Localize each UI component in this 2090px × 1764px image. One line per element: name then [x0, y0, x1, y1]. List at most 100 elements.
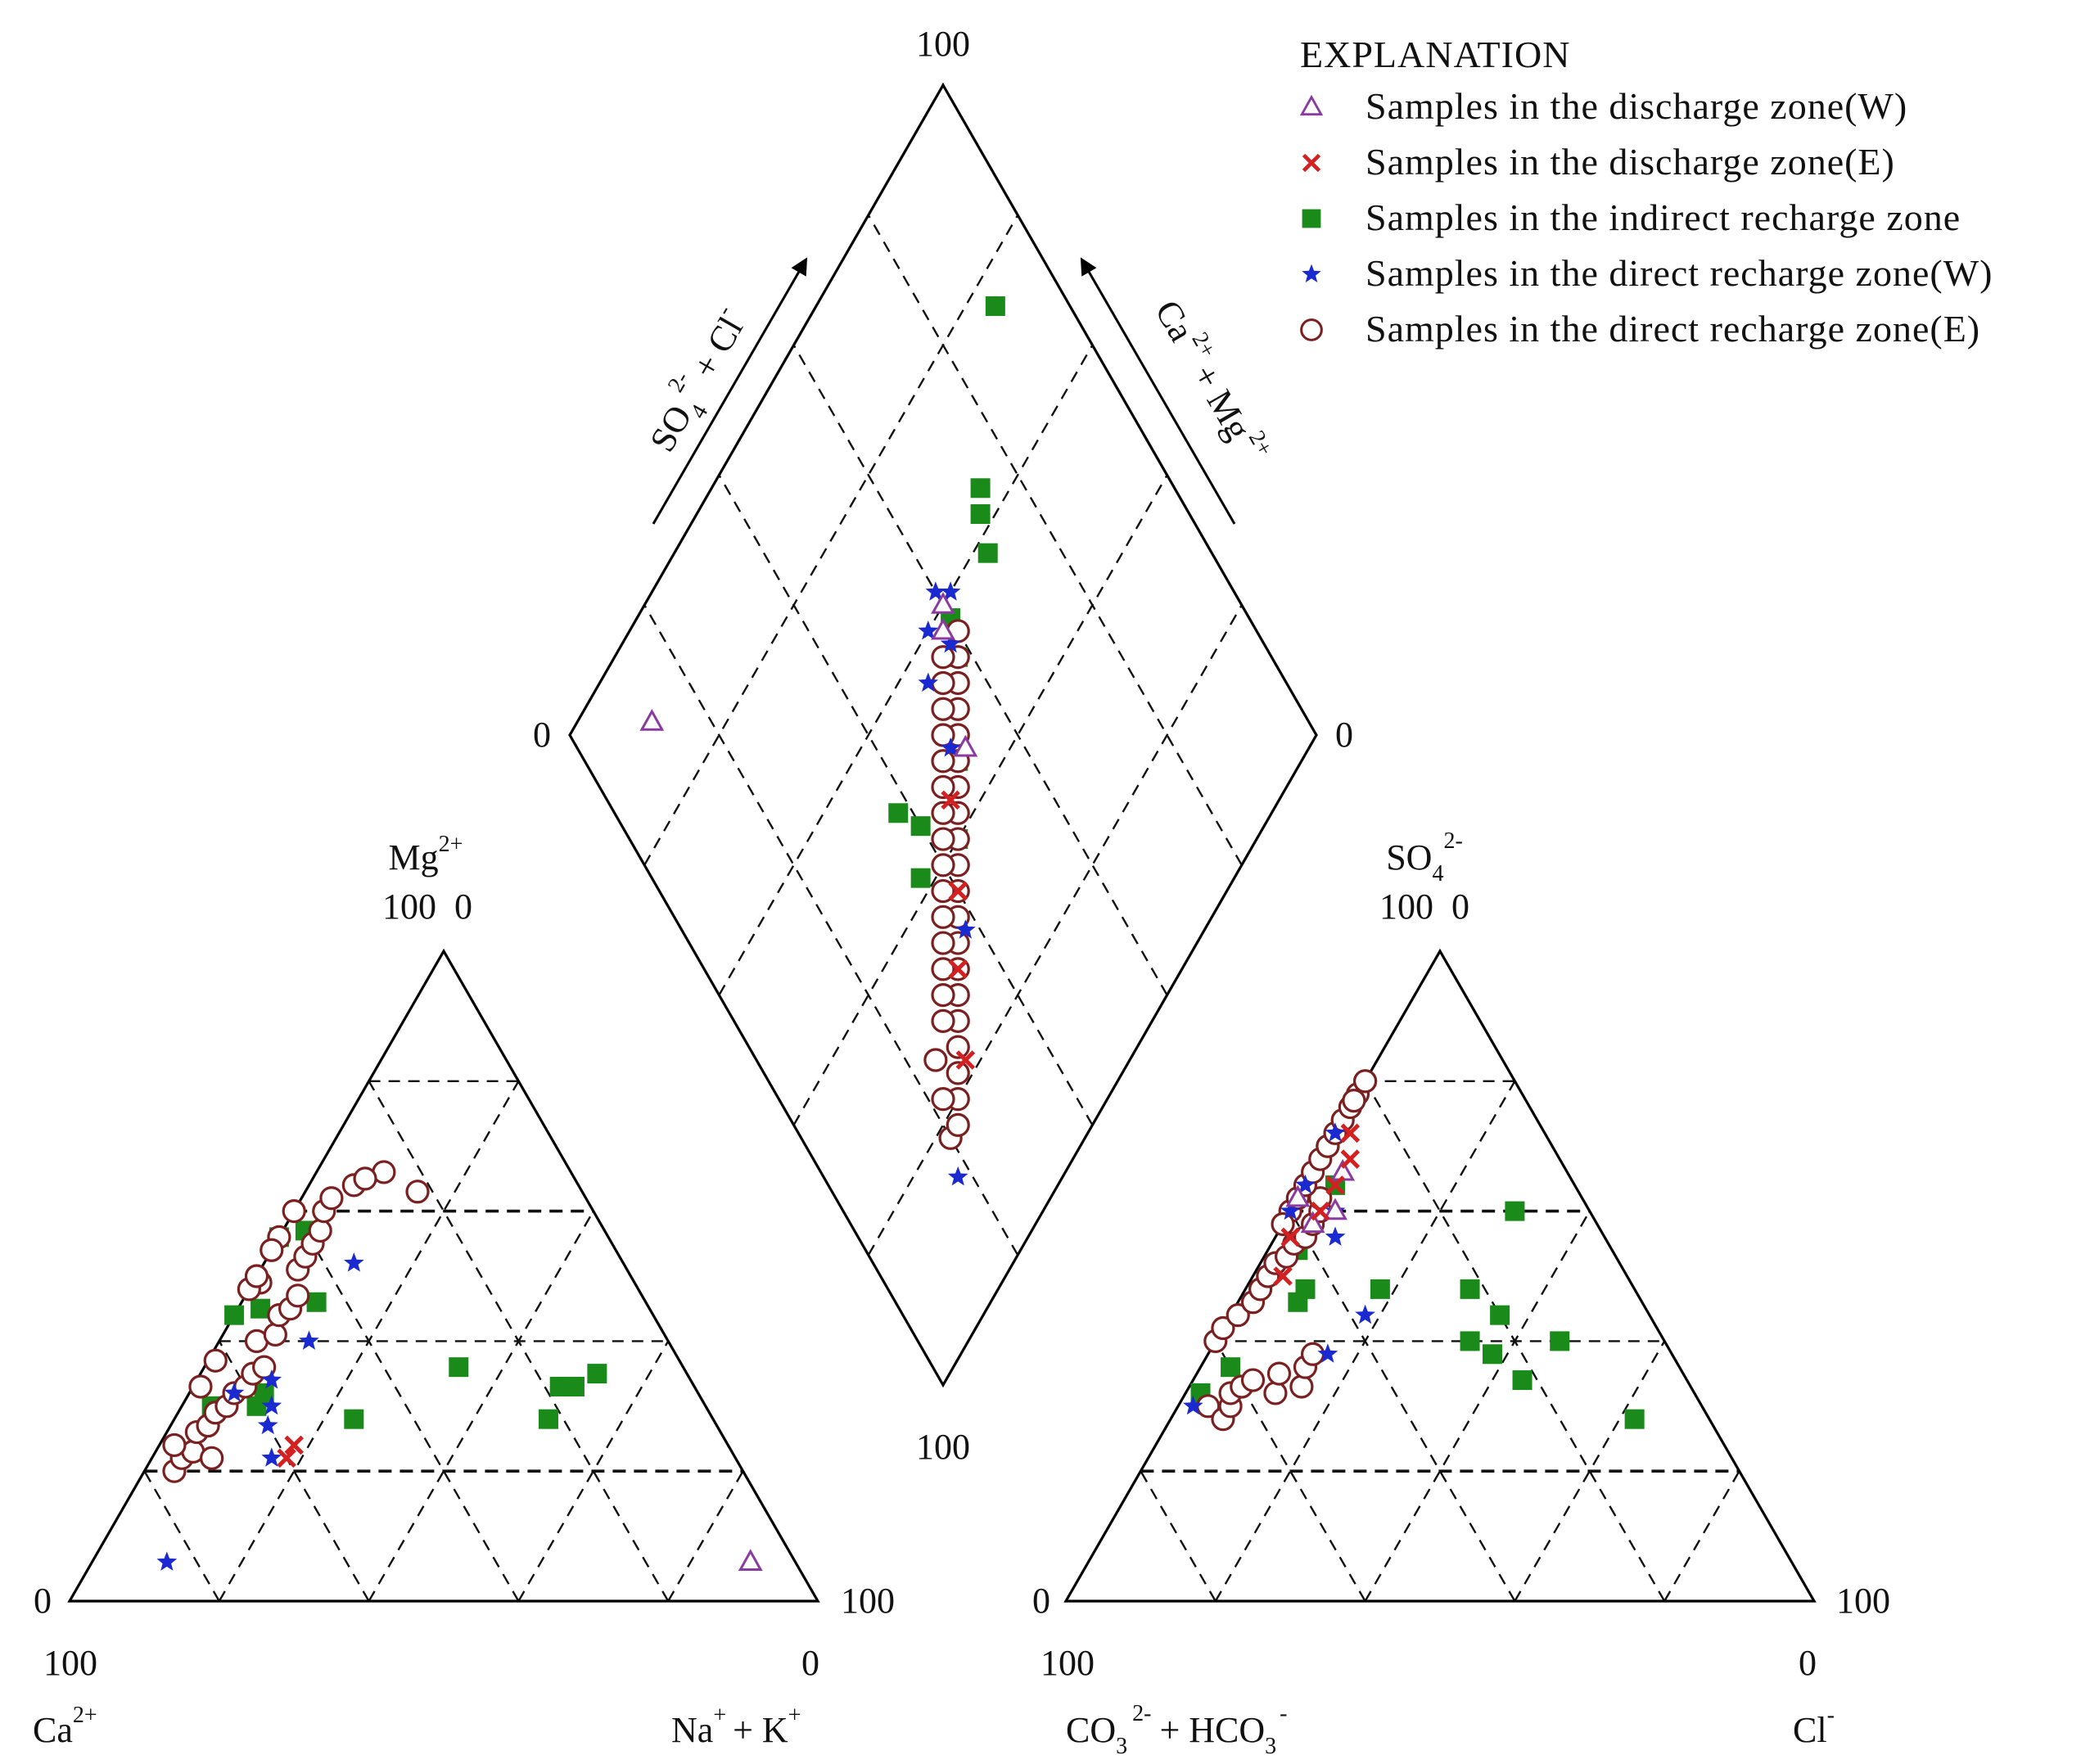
cation-apex-tick-left: 100 [382, 887, 436, 927]
diamond-point-indirect [977, 543, 998, 563]
cation-bl-below: 100 [43, 1643, 97, 1683]
legend-entry-direct_e: Samples in the direct recharge zone(E) [1300, 308, 1980, 350]
diamond-point-discharge_w [639, 709, 665, 731]
grid-line [867, 214, 1243, 866]
anion-point-direct_e [1271, 1211, 1295, 1237]
anion-point-direct_e [1266, 1361, 1292, 1386]
cation-point-indirect [538, 1409, 558, 1429]
diamond-point-direct_e [931, 853, 955, 877]
anion-bl-below: 100 [1040, 1643, 1095, 1683]
anion-point-indirect [1505, 1201, 1525, 1221]
grid-line [718, 474, 1094, 1126]
diamond-point-direct_e [946, 1035, 970, 1059]
diamond-point-indirect [970, 478, 991, 499]
anion-point-discharge_e [1273, 1266, 1293, 1286]
anion-point-discharge_e [1280, 1227, 1300, 1247]
grid-line [1214, 1340, 1366, 1602]
diamond-point-direct_e [931, 774, 955, 800]
cation-point-indirect [306, 1292, 327, 1312]
diamond-point-direct_e [923, 1048, 948, 1072]
diamond-point-direct_e [931, 1008, 955, 1033]
cation-point-direct_e [188, 1374, 213, 1399]
legend-entry-direct_w: Samples in the direct recharge zone(W) [1302, 252, 1992, 294]
anion-point-direct_e [1263, 1381, 1288, 1405]
diamond-point-direct_e [931, 645, 955, 670]
cation-point-direct_e [260, 1238, 284, 1262]
diamond-point-direct_e [931, 957, 955, 981]
grid-line [667, 1470, 744, 1602]
anion-point-direct_w [1183, 1395, 1203, 1415]
anion-point-direct_w [1325, 1122, 1346, 1142]
diamond-point-direct_e [946, 1061, 970, 1085]
diamond-point-discharge_w [953, 734, 978, 757]
legend-marker-direct_w [1302, 264, 1321, 282]
diamond-point-indirect [910, 868, 931, 888]
diamond-point-direct_e [931, 670, 955, 696]
anion-point-indirect [1550, 1331, 1570, 1351]
anion-point-discharge_w [1285, 1184, 1311, 1207]
diamond-point-indirect [985, 296, 1005, 316]
diamond-bottom-label: 100 [916, 1427, 970, 1467]
anion-point-discharge_e [1340, 1123, 1361, 1144]
diamond-point-indirect [970, 504, 991, 525]
diamond-point-discharge_e [948, 959, 968, 979]
diamond-point-discharge_w [931, 617, 955, 640]
diamond-point-direct_e [931, 905, 955, 929]
cation-point-indirect [251, 1298, 271, 1319]
cation-point-indirect [587, 1364, 607, 1384]
cation-point-direct_w [257, 1414, 278, 1435]
diamond-point-discharge_e [955, 1050, 976, 1070]
diamond-point-direct_e [931, 1087, 955, 1112]
diamond-point-discharge_e [941, 790, 960, 810]
anion-point-indirect [1460, 1279, 1480, 1299]
grid-line [1289, 1211, 1516, 1602]
anion-point-direct_w [1280, 1200, 1301, 1220]
anion-point-indirect [1221, 1357, 1241, 1378]
anion-bl-tick: 0 [1032, 1581, 1050, 1621]
legend-label-direct_e: Samples in the direct recharge zone(E) [1365, 308, 1980, 350]
diamond-point-indirect [910, 816, 931, 837]
anion-apex-tick-right: 0 [1451, 887, 1469, 927]
anion-point-direct_e [1352, 1069, 1378, 1094]
diamond-point-discharge_e [948, 881, 968, 901]
anion-point-indirect [1370, 1279, 1390, 1299]
cation-point-discharge_e [277, 1448, 296, 1468]
anion-point-direct_e [1211, 1315, 1235, 1341]
diamond-point-direct_e [931, 827, 955, 851]
anion-point-indirect [1460, 1331, 1480, 1351]
diamond-left-label: 0 [533, 715, 551, 755]
cation-point-direct_e [282, 1198, 306, 1224]
legend-entry-discharge_e: Samples in the discharge zone(E) [1302, 141, 1894, 183]
diamond-point-direct_w [940, 737, 961, 757]
diamond-point-direct_e [931, 697, 955, 721]
anion-triangle-frame [1063, 948, 1817, 1603]
anion-point-direct_e [1301, 1342, 1325, 1366]
cation-point-direct_e [162, 1432, 187, 1458]
cation-point-direct_e [200, 1446, 224, 1470]
anion-point-discharge_e [1310, 1201, 1330, 1221]
anion-bl-title: CO32- + HCO3- [1066, 1701, 1288, 1759]
cation-point-direct_w [223, 1382, 245, 1402]
cation-point-direct_e [319, 1186, 344, 1211]
anion-point-direct_w [1295, 1174, 1316, 1194]
legend-marker-discharge_e [1302, 153, 1321, 173]
cation-apex-title: Mg2+ [389, 832, 463, 877]
cation-point-direct_e [286, 1284, 310, 1308]
anion-point-indirect [1482, 1344, 1502, 1365]
grid-line [1140, 1470, 1217, 1602]
cation-point-direct_w [261, 1369, 282, 1389]
grid-line [1514, 1340, 1666, 1602]
grid-line [867, 604, 1243, 1256]
anion-point-direct_e [1226, 1303, 1250, 1328]
anion-apex-tick-left: 100 [1379, 887, 1433, 927]
svg-text:SO42-+ Cl-: SO42-+ Cl- [634, 299, 763, 462]
cation-bl-title: Ca2+ [33, 1703, 97, 1750]
anion-point-indirect [1288, 1292, 1308, 1312]
anion-point-discharge_e [1340, 1149, 1361, 1169]
data-points [156, 296, 1645, 1571]
legend-title: EXPLANATION [1300, 34, 1570, 75]
diamond-point-direct_e [931, 749, 955, 774]
legend-entry-indirect: Samples in the indirect recharge zone [1302, 196, 1960, 238]
legend-label-discharge_w: Samples in the discharge zone(W) [1365, 85, 1907, 127]
